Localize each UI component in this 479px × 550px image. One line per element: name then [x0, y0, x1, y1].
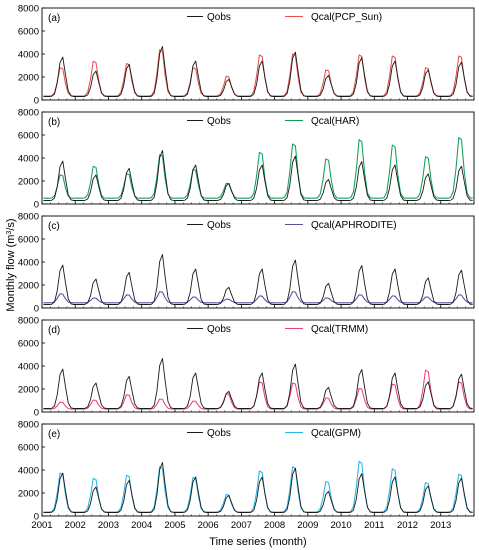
legend-label-qobs: Qobs — [207, 428, 231, 439]
x-tick-label: 2008 — [264, 520, 285, 531]
y-tick-label: 6000 — [18, 442, 39, 453]
x-tick-label: 2001 — [31, 520, 52, 531]
x-tick-label: 2007 — [231, 520, 252, 531]
plot-frame — [41, 111, 475, 205]
y-tick-label: 6000 — [18, 130, 39, 141]
series-line-qobs — [43, 46, 473, 97]
y-tick-label: 6000 — [18, 234, 39, 245]
y-tick-label: 4000 — [18, 257, 39, 268]
y-tick-label: 8000 — [18, 211, 39, 222]
y-tick-label: 2000 — [18, 72, 39, 83]
legend-label-qobs: Qobs — [207, 220, 231, 231]
legend-label-qcal: Qcal(TRMM) — [311, 324, 368, 335]
plot-frame — [41, 423, 475, 517]
y-axis-title-sup: 3 — [6, 231, 13, 235]
x-tick-label: 2011 — [364, 520, 384, 531]
chart-panel: 0 2000 4000 6000 8000 (c) Qobs Qcal(APHRODITE) — [18, 211, 475, 314]
legend-label-qcal: Qcal(PCP_Sun) — [311, 12, 382, 23]
series-line-qobs — [43, 462, 473, 513]
legend-label-qcal: Qcal(HAR) — [311, 116, 359, 127]
x-tick-label: 2012 — [397, 520, 418, 531]
series-line-qcal — [43, 136, 473, 199]
plot-frame — [41, 319, 475, 413]
y-tick-label: 0 — [34, 511, 39, 522]
y-tick-label: 4000 — [18, 361, 39, 372]
y-tick-label: 6000 — [18, 338, 39, 349]
y-tick-label: 2000 — [18, 176, 39, 187]
y-tick-label: 8000 — [18, 107, 39, 118]
x-tick-label: 2003 — [98, 520, 119, 531]
x-tick-label: 2010 — [331, 520, 352, 531]
y-tick-label: 2000 — [18, 384, 39, 395]
panel-label: (e) — [48, 429, 60, 440]
legend-label-qobs: Qobs — [207, 116, 231, 127]
chart-panel: 0 2000 4000 6000 8000 (b) Qobs Qcal(HAR) — [18, 107, 475, 210]
x-tick-label: 2005 — [164, 520, 185, 531]
y-tick-label: 8000 — [18, 3, 39, 14]
plot-frame — [41, 215, 475, 309]
y-tick-label: 4000 — [18, 465, 39, 476]
chart-panel: 0 2000 4000 6000 8000 (d) Qobs Qcal(TRMM) — [18, 315, 475, 418]
y-tick-label: 2000 — [18, 280, 39, 291]
legend-label-qcal: Qcal(GPM) — [311, 428, 361, 439]
x-tick-label: 2009 — [297, 520, 318, 531]
y-tick-label: 8000 — [18, 419, 39, 430]
legend-label-qobs: Qobs — [207, 12, 231, 23]
y-tick-label: 0 — [34, 303, 39, 314]
x-tick-label: 2006 — [198, 520, 219, 531]
series-line-qobs — [43, 254, 473, 305]
y-tick-label: 4000 — [18, 49, 39, 60]
chart-panel: 0 2000 4000 6000 8000 2001 2002 2003 2004 2005 200… — [18, 419, 475, 531]
series-line-qcal — [43, 291, 473, 304]
series-line-qobs — [43, 358, 473, 409]
y-axis-title: Monthly flow (m3/s) — [5, 218, 17, 311]
panel-label: (d) — [48, 325, 60, 336]
legend-label-qcal: Qcal(APHRODITE) — [311, 220, 397, 231]
x-axis-title: Time series (month) — [209, 536, 306, 548]
y-tick-label: 2000 — [18, 488, 39, 499]
y-tick-label: 8000 — [18, 315, 39, 326]
panel-label: (b) — [48, 117, 60, 128]
panel-label: (c) — [48, 221, 60, 232]
panel-label: (a) — [48, 13, 60, 24]
x-tick-label: 2004 — [131, 520, 152, 531]
y-tick-label: 0 — [34, 95, 39, 106]
x-tick-label: 2013 — [430, 520, 451, 531]
y-tick-label: 4000 — [18, 153, 39, 164]
legend-label-qobs: Qobs — [207, 324, 231, 335]
plot-frame — [41, 7, 475, 101]
series-line-qcal — [43, 460, 473, 513]
y-tick-label: 0 — [34, 407, 39, 418]
chart-panel: 0 2000 4000 6000 8000 (a) Qobs Qcal(PCP_Sun) — [18, 3, 475, 106]
series-line-qobs — [43, 150, 473, 201]
y-tick-label: 0 — [34, 199, 39, 210]
x-tick-label: 2002 — [65, 520, 86, 531]
y-tick-label: 6000 — [18, 26, 39, 37]
